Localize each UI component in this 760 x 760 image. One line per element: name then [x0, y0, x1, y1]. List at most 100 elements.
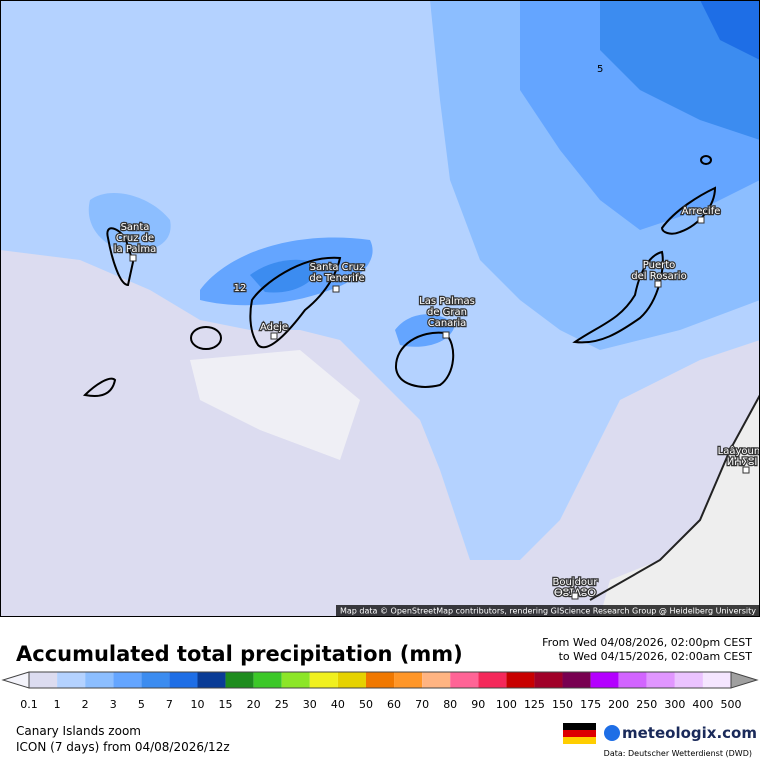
island	[394, 331, 455, 388]
scale-label: 20	[247, 698, 261, 711]
scale-swatch	[478, 672, 507, 688]
coastline	[589, 394, 760, 601]
place-label: del Rosario	[631, 271, 686, 282]
contour-label: 12	[234, 283, 247, 294]
scale-label: 30	[303, 698, 317, 711]
attribution-bg	[336, 605, 760, 617]
place-marker	[270, 332, 278, 340]
contour-label: 5	[597, 64, 603, 75]
place-label: Santa	[121, 222, 150, 233]
place-label: Puerto	[643, 260, 676, 271]
precip-zone	[395, 314, 455, 347]
scale-swatch	[562, 672, 591, 688]
place-marker	[129, 254, 137, 262]
precip-zone	[88, 192, 171, 252]
scale-swatch	[590, 672, 619, 688]
island	[660, 186, 717, 235]
island	[106, 227, 135, 287]
model: ICON (7 days) from 04/08/2026/12z	[16, 740, 230, 754]
scale-border	[28, 671, 732, 689]
scale-swatch	[674, 672, 703, 688]
scale-label: 70	[415, 698, 429, 711]
scale-swatch	[197, 672, 226, 688]
scale-label: 7	[166, 698, 173, 711]
scale-swatch	[309, 672, 338, 688]
scale-label: 200	[608, 698, 629, 711]
scale-swatch	[394, 672, 423, 688]
scale-swatch	[281, 672, 310, 688]
place-label: de Gran	[427, 307, 467, 318]
place-label: Las Palmas	[419, 296, 475, 307]
flag	[563, 730, 596, 737]
scale-label: 40	[331, 698, 345, 711]
scale-swatch	[450, 672, 479, 688]
scale-swatch	[141, 672, 170, 688]
island	[700, 155, 712, 165]
period-from: From Wed 04/08/2026, 02:00pm CEST	[542, 636, 752, 649]
scale-label: 500	[721, 698, 742, 711]
scale-swatch	[702, 672, 731, 688]
scale-label: 125	[524, 698, 545, 711]
scale-swatch	[225, 672, 254, 688]
brand[interactable]: meteologix.com	[622, 724, 757, 742]
region: Canary Islands zoom	[16, 724, 141, 738]
scale-label: 15	[219, 698, 233, 711]
scale-label: 100	[496, 698, 517, 711]
scale-swatch	[85, 672, 114, 688]
scale-swatch	[337, 672, 366, 688]
scale-label: 50	[359, 698, 373, 711]
scale-label: 150	[552, 698, 573, 711]
scale-swatch	[29, 672, 58, 688]
island	[82, 377, 117, 398]
scale-swatch	[422, 672, 451, 688]
scale-swatch	[534, 672, 563, 688]
place-label: ⵍⵄⵢⵓⵏ	[727, 457, 758, 468]
place-label: de Tenerife	[309, 273, 364, 284]
scale-swatch	[253, 672, 282, 688]
scale-label: 5	[138, 698, 145, 711]
legend: Accumulated total precipitation (mm) Fro…	[1, 636, 759, 758]
flag	[563, 737, 596, 744]
place-label: Laâyoune	[718, 445, 760, 457]
scale-label: 175	[580, 698, 601, 711]
scale-label: 400	[692, 698, 713, 711]
legend-title: Accumulated total precipitation (mm)	[16, 642, 463, 666]
scale-swatch	[646, 672, 675, 688]
scale-label: 10	[190, 698, 204, 711]
place-marker	[654, 280, 662, 288]
flag	[563, 723, 596, 730]
scale-arrow	[730, 671, 759, 689]
period-to: to Wed 04/15/2026, 02:00am CEST	[559, 650, 753, 663]
scale-label: 300	[664, 698, 685, 711]
scale-label: 250	[636, 698, 657, 711]
place-label: la Palma	[114, 244, 156, 255]
place-marker	[742, 466, 750, 474]
scale-label: 1	[54, 698, 61, 711]
island	[572, 250, 664, 344]
island	[249, 256, 342, 349]
place-marker	[571, 592, 579, 600]
logo	[604, 725, 620, 741]
place-marker	[697, 216, 705, 224]
color-scale: 0.1 1 2 3 5 7 10 15 20 25 30 40 50 60 70 80 90 100 125 150 1…	[1, 671, 759, 711]
scale-label: 0.1	[20, 698, 38, 711]
place-marker	[442, 331, 450, 339]
place-label: Cruz de	[116, 233, 154, 244]
scale-swatch	[506, 672, 535, 688]
scale-label: 90	[471, 698, 485, 711]
place-label: Boujdour	[552, 577, 598, 588]
scale-arrow	[1, 671, 30, 689]
scale-label: 2	[82, 698, 89, 711]
place-label: Arrecife	[682, 206, 721, 217]
attribution: Map data © OpenStreetMap contributors, r…	[340, 607, 756, 616]
precip-zone	[700, 0, 760, 60]
island	[190, 326, 222, 350]
scale-swatch	[57, 672, 86, 688]
place-marker	[332, 285, 340, 293]
place-label: Santa Cruz	[310, 262, 365, 273]
place-label: Adeje	[260, 322, 288, 333]
dry-zone	[190, 350, 360, 460]
